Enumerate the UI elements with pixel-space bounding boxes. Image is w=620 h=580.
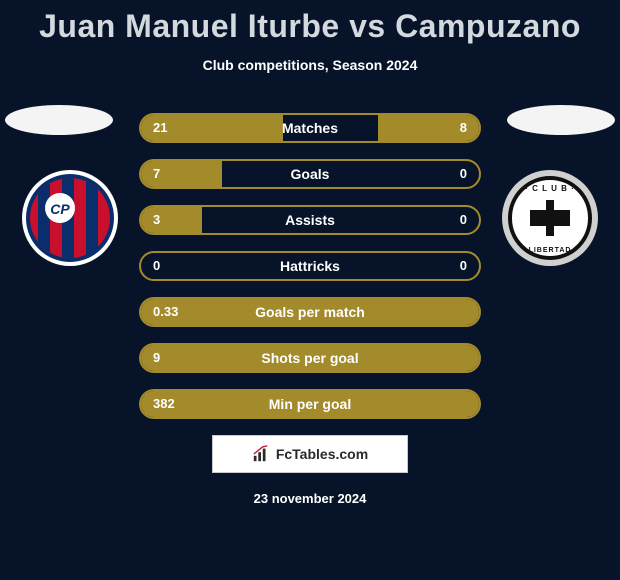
comparison-panel: CP · C L U B · LIBERTAD 21Matches8 7Goals… bbox=[0, 113, 620, 419]
stat-value-right: 0 bbox=[448, 207, 479, 233]
stat-value-right: 0 bbox=[448, 161, 479, 187]
brand-name: FcTables.com bbox=[276, 446, 368, 462]
footer-date: 23 november 2024 bbox=[0, 491, 620, 506]
stat-label: Shots per goal bbox=[141, 345, 479, 371]
stat-row: 0.33Goals per match bbox=[139, 297, 481, 327]
stat-label: Assists bbox=[141, 207, 479, 233]
club-badge-right: · C L U B · LIBERTAD bbox=[500, 168, 600, 268]
stat-label: Goals bbox=[141, 161, 479, 187]
player-silhouette-right bbox=[507, 105, 615, 135]
player-silhouette-left bbox=[5, 105, 113, 135]
stat-row: 9Shots per goal bbox=[139, 343, 481, 373]
brand-footer[interactable]: FcTables.com bbox=[212, 435, 408, 473]
stat-label: Matches bbox=[141, 115, 479, 141]
stat-label: Hattricks bbox=[141, 253, 479, 279]
svg-text:CP: CP bbox=[50, 201, 70, 217]
svg-text:· C L U B ·: · C L U B · bbox=[525, 184, 575, 193]
stat-row: 21Matches8 bbox=[139, 113, 481, 143]
stat-label: Min per goal bbox=[141, 391, 479, 417]
stat-row: 3Assists0 bbox=[139, 205, 481, 235]
stat-value-right: 0 bbox=[448, 253, 479, 279]
stat-row: 7Goals0 bbox=[139, 159, 481, 189]
stats-list: 21Matches87Goals03Assists00Hattricks00.3… bbox=[139, 113, 481, 419]
page-subtitle: Club competitions, Season 2024 bbox=[0, 57, 620, 73]
club-badge-left: CP bbox=[20, 168, 120, 268]
brand-logo-icon bbox=[252, 445, 270, 463]
stat-row: 0Hattricks0 bbox=[139, 251, 481, 281]
page-title: Juan Manuel Iturbe vs Campuzano bbox=[0, 0, 620, 45]
stat-row: 382Min per goal bbox=[139, 389, 481, 419]
stat-label: Goals per match bbox=[141, 299, 479, 325]
stat-value-right: 8 bbox=[448, 115, 479, 141]
svg-text:LIBERTAD: LIBERTAD bbox=[529, 247, 572, 254]
